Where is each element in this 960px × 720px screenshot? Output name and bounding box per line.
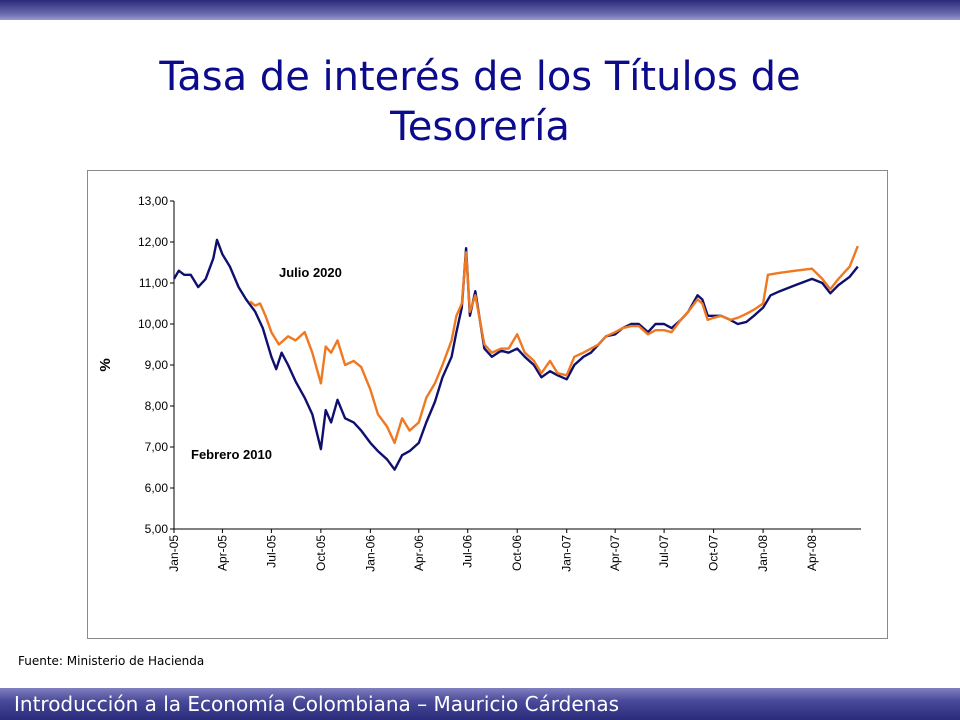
chart-frame: 5,00 6,00 7,00 8,00 9,00 10,00 11,00 12,00 13,00… [87,170,888,639]
x-tick-label: Apr-06 [412,535,426,571]
y-tick-label: 5,00 [145,522,169,536]
y-tick-label: 9,00 [145,358,169,372]
x-tick-label: Oct-07 [707,535,721,571]
y-tick-label: 13,00 [138,194,168,208]
source-note: Fuente: Ministerio de Hacienda [18,654,205,668]
slide-title: Tasa de interés de los Títulos de Tesore… [159,54,801,150]
y-tick-label: 7,00 [145,440,169,454]
y-tick-label: 6,00 [145,481,169,495]
x-tick-label: Jan-08 [756,535,770,572]
x-tick-label: Jan-07 [560,535,574,572]
y-tick-label: 11,00 [139,276,168,290]
x-tick-label: Apr-08 [805,535,819,571]
line-chart: 5,00 6,00 7,00 8,00 9,00 10,00 11,00 12,00 13,00… [97,194,861,572]
series-line [249,245,859,445]
x-tick-label: Jul-07 [657,535,671,568]
x-tick-label: Jul-05 [264,535,278,568]
y-tick-label: 12,00 [138,235,168,249]
x-tick-label: Oct-06 [510,535,524,571]
x-tick-label: Apr-05 [215,535,229,571]
series-line [172,238,859,471]
footer-text: Introducción a la Economía Colombiana – … [14,692,620,716]
y-tick-label: 8,00 [145,399,169,413]
annotation-label: Febrero 2010 [191,447,272,462]
top-decorative-bar [0,0,960,20]
y-axis-label: % [97,358,114,371]
y-tick-label: 10,00 [138,317,168,331]
x-tick-label: Jan-05 [167,535,181,572]
x-tick-label: Apr-07 [608,535,622,571]
footer-bar: Introducción a la Economía Colombiana – … [0,688,960,720]
x-tick-label: Oct-05 [314,535,328,571]
x-tick-label: Jan-06 [363,535,377,572]
annotation-label: Julio 2020 [279,265,342,280]
x-tick-label: Jul-06 [461,535,475,568]
